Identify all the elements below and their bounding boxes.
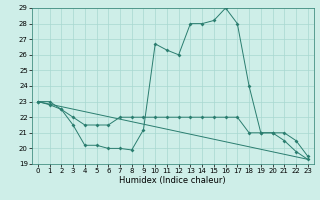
X-axis label: Humidex (Indice chaleur): Humidex (Indice chaleur) bbox=[119, 176, 226, 185]
